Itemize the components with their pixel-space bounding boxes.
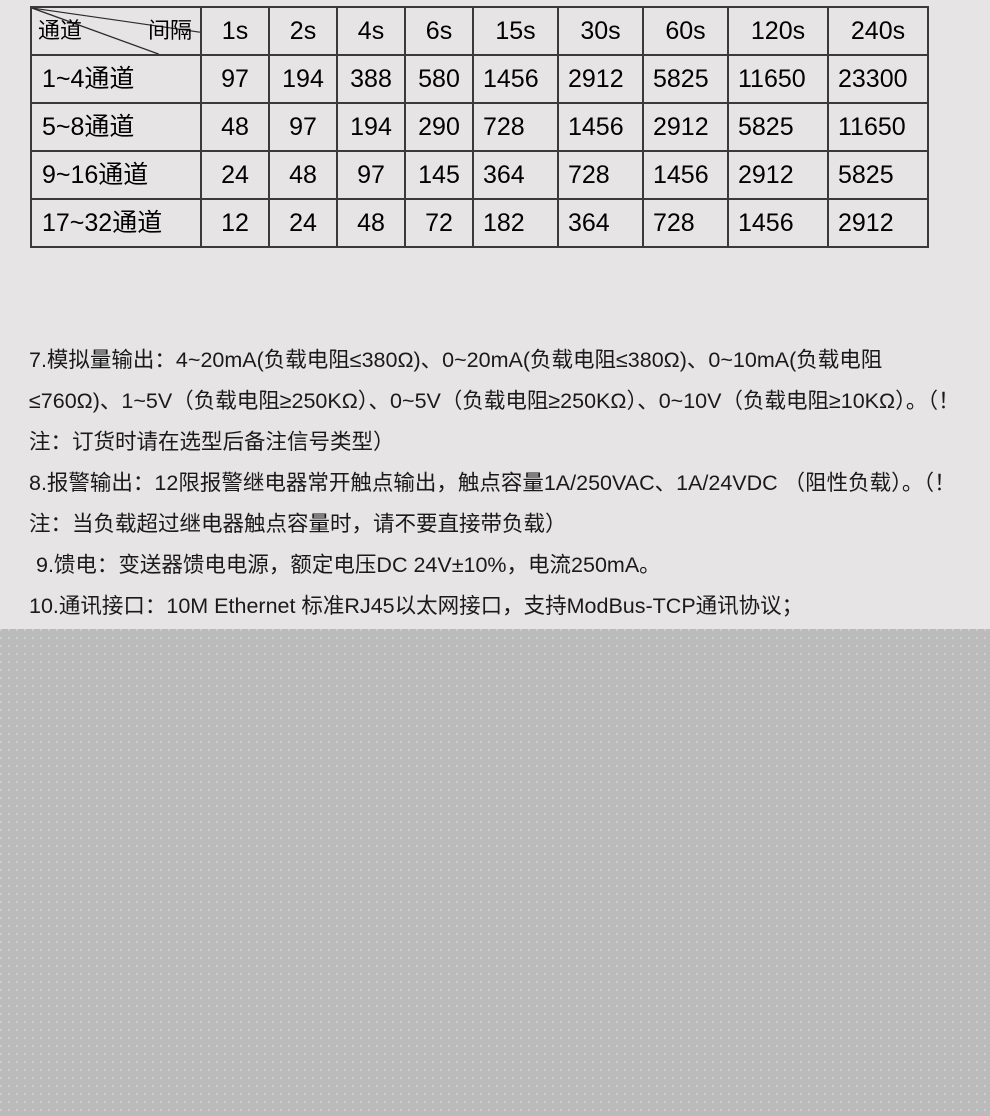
cell-r3-c2: 48 [336, 198, 406, 248]
table-corner-header-cell: 间隔 天数 通道 [30, 6, 202, 56]
cell-r3-c0: 12 [200, 198, 270, 248]
cell-r2-c5: 728 [557, 150, 644, 200]
row-label-17-32: 17~32通道 [30, 198, 202, 248]
cell-r2-c2: 97 [336, 150, 406, 200]
cell-r0-c8: 23300 [827, 54, 929, 104]
cell-r3-c5: 364 [557, 198, 644, 248]
table-row: 17~32通道 12 24 48 72 182 364 728 1456 291… [30, 198, 929, 248]
table-row: 5~8通道 48 97 194 290 728 1456 2912 5825 1… [30, 102, 929, 152]
row-label-1-4: 1~4通道 [30, 54, 202, 104]
corner-label-interval: 间隔 [147, 18, 192, 43]
spec-item-10: 10.通讯接口：10M Ethernet 标准RJ45以太网接口，支持ModBu… [29, 594, 804, 618]
corner-label-channel: 通道 [38, 18, 83, 43]
spec-item-8: 8.报警输出：12限报警继电器常开触点输出，触点容量1A/250VAC、1A/2… [29, 471, 956, 536]
table-row: 1~4通道 97 194 388 580 1456 2912 5825 1165… [30, 54, 929, 104]
cell-r0-c3: 580 [404, 54, 474, 104]
sampling-capacity-table-wrapper: 间隔 天数 通道 1s 2s 4s 6s 15s 30s 60s 120s 24… [30, 6, 929, 248]
table-header-row: 间隔 天数 通道 1s 2s 4s 6s 15s 30s 60s 120s 24… [30, 6, 929, 56]
column-header-2s: 2s [268, 6, 338, 56]
specification-list: 7.模拟量输出：4~20mA(负载电阻≤380Ω)、0~20mA(负载电阻≤38… [0, 340, 990, 627]
row-label-5-8: 5~8通道 [30, 102, 202, 152]
cell-r1-c4: 728 [472, 102, 559, 152]
column-header-4s: 4s [336, 6, 406, 56]
cell-r2-c8: 5825 [827, 150, 929, 200]
cell-r0-c6: 5825 [642, 54, 729, 104]
sampling-capacity-table: 间隔 天数 通道 1s 2s 4s 6s 15s 30s 60s 120s 24… [30, 6, 929, 248]
cell-r3-c6: 728 [642, 198, 729, 248]
column-header-120s: 120s [727, 6, 829, 56]
cell-r0-c1: 194 [268, 54, 338, 104]
page-gray-overlay [0, 629, 990, 1116]
cell-r2-c0: 24 [200, 150, 270, 200]
cell-r2-c1: 48 [268, 150, 338, 200]
row-label-9-16: 9~16通道 [30, 150, 202, 200]
cell-r2-c3: 145 [404, 150, 474, 200]
column-header-15s: 15s [472, 6, 559, 56]
column-header-30s: 30s [557, 6, 644, 56]
cell-r3-c7: 1456 [727, 198, 829, 248]
column-header-1s: 1s [200, 6, 270, 56]
cell-r0-c0: 97 [200, 54, 270, 104]
document-page: 间隔 天数 通道 1s 2s 4s 6s 15s 30s 60s 120s 24… [0, 0, 990, 629]
cell-r2-c6: 1456 [642, 150, 729, 200]
cell-r1-c6: 2912 [642, 102, 729, 152]
cell-r1-c1: 97 [268, 102, 338, 152]
cell-r3-c1: 24 [268, 198, 338, 248]
cell-r1-c5: 1456 [557, 102, 644, 152]
table-row: 9~16通道 24 48 97 145 364 728 1456 2912 58… [30, 150, 929, 200]
column-header-6s: 6s [404, 6, 474, 56]
column-header-60s: 60s [642, 6, 729, 56]
column-header-240s: 240s [827, 6, 929, 56]
cell-r3-c3: 72 [404, 198, 474, 248]
cell-r0-c5: 2912 [557, 54, 644, 104]
cell-r0-c7: 11650 [727, 54, 829, 104]
spec-item-9: 9.馈电：变送器馈电电源，额定电压DC 24V±10%，电流250mA。 [36, 553, 661, 577]
cell-r3-c4: 182 [472, 198, 559, 248]
cell-r1-c0: 48 [200, 102, 270, 152]
cell-r0-c2: 388 [336, 54, 406, 104]
cell-r0-c4: 1456 [472, 54, 559, 104]
cell-r3-c8: 2912 [827, 198, 929, 248]
cell-r1-c8: 11650 [827, 102, 929, 152]
cell-r1-c2: 194 [336, 102, 406, 152]
spec-item-7: 7.模拟量输出：4~20mA(负载电阻≤380Ω)、0~20mA(负载电阻≤38… [29, 348, 960, 454]
cell-r2-c4: 364 [472, 150, 559, 200]
cell-r1-c7: 5825 [727, 102, 829, 152]
cell-r2-c7: 2912 [727, 150, 829, 200]
cell-r1-c3: 290 [404, 102, 474, 152]
